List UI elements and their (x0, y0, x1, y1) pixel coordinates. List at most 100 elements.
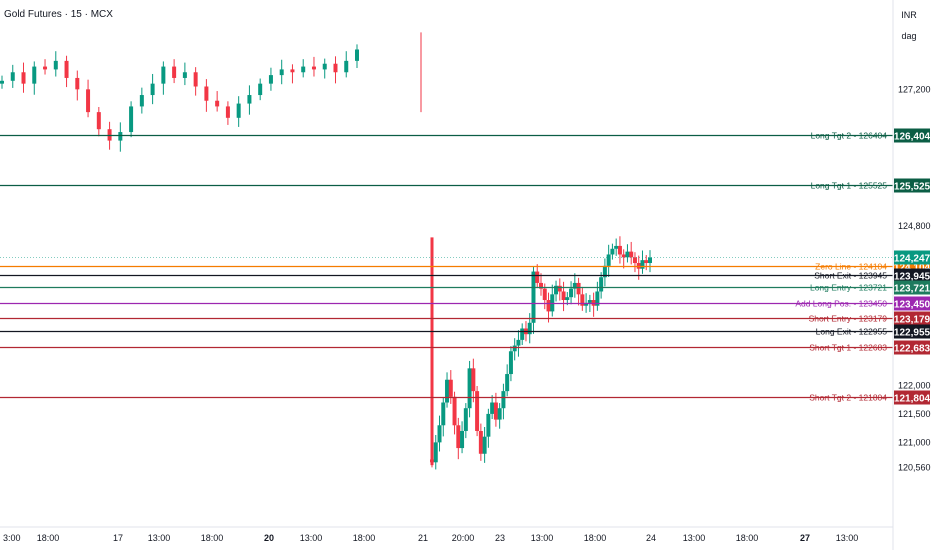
level-label: Long Entry - 123721 (810, 283, 887, 293)
candle-body (456, 425, 461, 449)
candle-body (640, 260, 645, 269)
level-label: Short Tgt 1 - 122683 (809, 343, 887, 353)
candle-body (204, 86, 209, 101)
price-badge-text: 126,404 (894, 132, 931, 143)
candle-body (268, 75, 273, 84)
candle-body (236, 103, 241, 118)
price-badge-text: 123,179 (894, 315, 931, 326)
candle-body (535, 271, 540, 283)
candle-body (0, 80, 4, 84)
candle-body (591, 300, 596, 306)
x-tick-label: 13:00 (531, 533, 554, 543)
candle-body (448, 379, 453, 397)
price-badge-text: 123,721 (894, 284, 931, 295)
candle-body (161, 66, 166, 84)
candle-body (182, 72, 187, 78)
x-tick-label: 18:00 (201, 533, 224, 543)
candle-body (445, 379, 450, 403)
x-tick-label: 18:00 (584, 533, 607, 543)
candle-body (490, 402, 495, 414)
time-axis[interactable]: 3:00 18:00 17 13:00 18:00 20 13:00 18:00 21 20:00… (3, 533, 858, 543)
candle-body (610, 248, 615, 255)
chart-title: Gold Futures · 15 · MCX (4, 9, 113, 20)
candle-body (460, 430, 465, 449)
candle-body (602, 265, 607, 278)
candle-body (10, 72, 15, 81)
level-label: Short Entry - 123179 (809, 314, 888, 324)
price-badge (894, 390, 930, 405)
candle-body (172, 66, 177, 78)
candle-body (43, 66, 48, 70)
candle-body (433, 442, 438, 463)
candle-body (107, 129, 112, 141)
candle-body (86, 89, 91, 113)
candle-body (629, 251, 634, 258)
candle-body (565, 297, 570, 301)
price-badge (894, 311, 930, 326)
price-badge (894, 340, 930, 355)
price-badge (894, 128, 930, 143)
candle-body (32, 66, 37, 84)
level-label: Long Tgt 1 - 125525 (811, 181, 888, 191)
candle-body (475, 391, 480, 431)
candle-body (648, 257, 652, 264)
x-tick-label: 13:00 (836, 533, 859, 543)
candle-body (247, 95, 252, 104)
price-axis[interactable]: 127,200 124,800 122,000 121,500 121,000 120,5… (898, 84, 931, 472)
candle-body (520, 328, 525, 340)
x-tick-label: 13:00 (148, 533, 171, 543)
candle-body (632, 257, 637, 264)
x-tick-label: 20:00 (452, 533, 475, 543)
candle-body (486, 413, 491, 437)
candle-body (625, 251, 630, 258)
candle-body (215, 100, 220, 107)
candle-body (344, 60, 349, 73)
price-badge-text: 124,104 (894, 263, 931, 274)
candle-body (322, 63, 327, 70)
candle-layer (0, 32, 652, 470)
y-tick-label: 121,500 (898, 409, 931, 419)
last-price-badge-text: 124,247 (894, 254, 931, 265)
candle-body (580, 294, 585, 306)
candle-body (301, 66, 306, 73)
candle-body (452, 396, 457, 426)
x-tick-label: 24 (646, 533, 656, 543)
candle-body (333, 63, 338, 73)
candle-body (550, 294, 555, 312)
candle-body (614, 245, 619, 249)
candle-body (311, 66, 316, 70)
x-tick-label: 13:00 (300, 533, 323, 543)
candle-body (225, 106, 230, 118)
candle-body (139, 95, 144, 107)
x-tick-label: 18:00 (37, 533, 60, 543)
candle-body (441, 402, 446, 426)
price-badge-text: 121,804 (894, 394, 931, 405)
currency-button[interactable]: INR (901, 10, 917, 20)
x-tick-label: 20 (264, 533, 274, 543)
candle-body (355, 49, 359, 61)
period-button[interactable]: dag (901, 31, 917, 41)
candle-body (516, 339, 521, 346)
candle-body (258, 83, 263, 96)
candle-body (129, 106, 134, 133)
candle-body (96, 112, 101, 130)
price-badge (894, 280, 930, 295)
candle-body (621, 254, 626, 258)
candle-body (279, 69, 284, 76)
candle-body (478, 430, 483, 454)
price-badge-text: 125,525 (894, 182, 931, 193)
x-tick-label: 18:00 (353, 533, 376, 543)
price-badge (894, 324, 930, 339)
level-label: Short Exit - 123945 (814, 271, 887, 281)
candle-body (587, 300, 592, 303)
candle-body (75, 77, 80, 90)
candle-body (467, 368, 472, 409)
y-tick-label: 122,000 (898, 380, 931, 390)
y-tick-label: 121,000 (898, 437, 931, 447)
price-badge-text: 123,450 (894, 300, 931, 311)
candle-body (599, 277, 604, 292)
level-lines: Long Tgt 2 - 126404 Long Tgt 1 - 125525 Ze… (0, 131, 893, 403)
candle-body (512, 345, 517, 352)
